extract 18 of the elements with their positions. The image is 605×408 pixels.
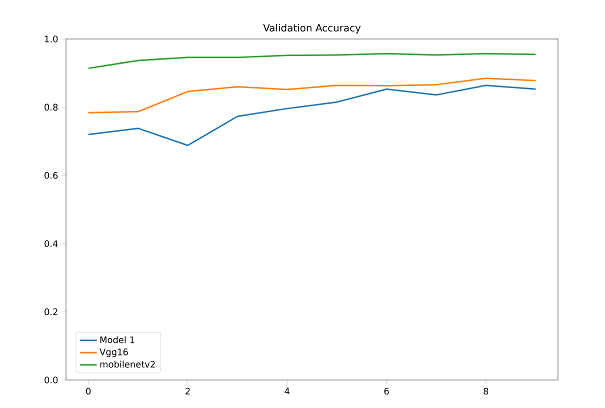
y-tick-label: 0.2 [44, 308, 58, 316]
x-tick-label: 8 [484, 388, 488, 395]
y-tick-label: 0.6 [44, 172, 58, 179]
line-series [88, 52, 536, 70]
x-tick-label: 2 [186, 388, 190, 394]
x-tick-label: 0 [86, 388, 91, 395]
y-tick-label: 0.8 [44, 104, 58, 111]
x-tick-label: 4 [284, 388, 290, 394]
chart-title: Validation Accuracy [263, 24, 361, 34]
legend-label: mobilenetv2 [100, 360, 155, 368]
legend-label: Model 1 [100, 336, 134, 344]
x-tick-label: 6 [384, 388, 389, 395]
y-tick-label: 0.0 [44, 376, 58, 384]
y-tick-label: 0.4 [44, 240, 58, 247]
legend-label: Vgg16 [100, 348, 128, 358]
line-series [88, 84, 536, 146]
y-tick-label: 1.0 [44, 36, 58, 42]
line-series [88, 77, 536, 114]
